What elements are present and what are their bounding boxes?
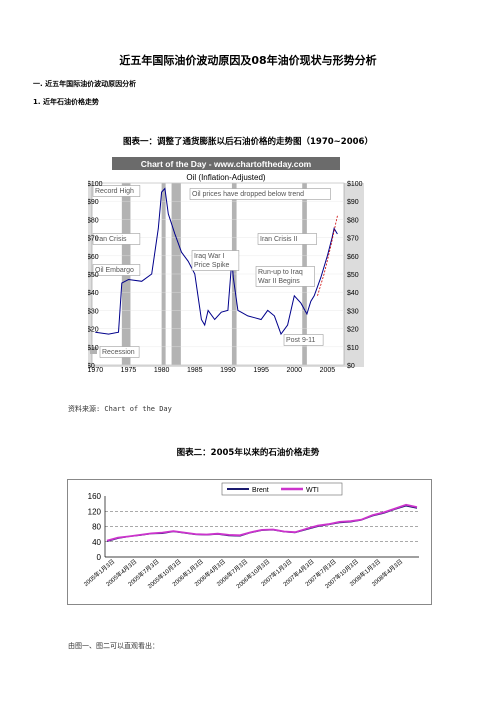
chart2-legend: Brent WTI <box>221 482 343 496</box>
chart1-y-tick-right: $80 <box>347 217 359 224</box>
document-title: 近五年国际油价波动原因及08年油价现状与形势分析 <box>119 54 377 67</box>
recession-legend-swatch <box>90 347 97 354</box>
chart1-y-tick-left: $80 <box>88 217 99 224</box>
figure1-caption: 图表一：调整了通货膨胀以后石油价格的走势图（1970~2006） <box>123 137 373 147</box>
chart1-y-tick-right: $0 <box>347 363 355 370</box>
chart1-banner-bar <box>112 157 340 170</box>
chart1-y-tick-left: $0 <box>88 363 95 370</box>
chart1-annotation: Iran Crisis <box>95 236 127 243</box>
figure2-caption: 图表二：2005年以来的石油价格走势 <box>176 448 320 458</box>
annotation-box <box>99 346 140 358</box>
chart1-y-tick-right: $60 <box>347 254 359 261</box>
chart1-x-tick: 1975 <box>121 367 137 372</box>
chart1-y-tick-left: $30 <box>88 308 99 315</box>
chart1-y-tick-left: $100 <box>88 181 103 188</box>
chart1-x-tick: 2005 <box>320 367 336 372</box>
chart2-y-tick: 40 <box>92 538 101 547</box>
chart1-y-tick-left: $70 <box>88 236 99 243</box>
chart1-y-tick-left: $50 <box>88 272 99 279</box>
trend-line <box>317 215 338 296</box>
annotation-box <box>189 188 331 200</box>
chart1-x-tick: 2000 <box>286 367 302 372</box>
chart1-annotation: War II Begins <box>258 278 300 285</box>
chart1-y-tick-right: $10 <box>347 345 359 352</box>
annotation-box <box>92 264 141 276</box>
annotation-box <box>255 266 315 287</box>
body-paragraph: 由图一、图二可以直观看出： <box>68 642 159 650</box>
chart1-y-tick-left: $90 <box>88 199 99 206</box>
chart1-y-tick-right: $100 <box>347 181 363 188</box>
annotation-box <box>92 233 141 245</box>
chart1-y-tick-right: $20 <box>347 327 359 334</box>
oil-price-2005-chart: Brent WTI 160120804002005年1月3日2005年4月3日2… <box>67 479 432 605</box>
chart2-y-tick: 160 <box>88 492 102 501</box>
legend-label-wti: WTI <box>306 487 319 494</box>
chart1-x-tick: 1980 <box>154 367 170 372</box>
oil-inflation-chart: Chart of the Day - www.chartoftheday.com… <box>88 157 364 372</box>
chart2-y-tick: 80 <box>92 523 101 532</box>
wti-line <box>106 503 418 542</box>
chart1-annotation: Oil Embargo <box>95 267 134 274</box>
chart2-y-tick: 0 <box>97 553 102 562</box>
chart1-annotation: Oil prices have dropped below trend <box>192 191 304 198</box>
chart1-annotation: Iran Crisis II <box>260 236 297 243</box>
chart1-annotation: Record High <box>95 188 134 195</box>
chart1-x-tick: 1970 <box>88 367 103 372</box>
chart1-annotation: Post 9-11 <box>286 337 316 344</box>
chart1-title: Oil (Inflation-Adjusted) <box>186 173 265 182</box>
annotation-box <box>283 334 324 346</box>
section-heading: 一. 近五年国际油价波动原因分析 <box>33 80 137 88</box>
chart1-x-tick: 1985 <box>187 367 203 372</box>
chart1-y-tick-right: $70 <box>347 236 359 243</box>
chart1-x-tick: 1990 <box>220 367 236 372</box>
legend-label-brent: Brent <box>252 487 269 494</box>
chart1-y-tick-left: $40 <box>88 290 99 297</box>
chart1-annotation: Run-up to Iraq <box>258 269 303 276</box>
chart1-banner: Chart of the Day - www.chartoftheday.com <box>141 159 312 169</box>
subsection-heading: 1. 近年石油价格走势 <box>33 98 99 106</box>
chart1-annotation: Price Spike <box>194 262 230 269</box>
chart1-y-tick-right: $30 <box>347 308 359 315</box>
chart1-y-tick-right: $90 <box>347 199 359 206</box>
chart1-annotation: Recession <box>102 349 135 356</box>
source-note: 资料来源: Chart of the Day <box>68 405 172 413</box>
chart1-y-tick-left: $60 <box>88 254 99 261</box>
chart1-y-tick-left: $10 <box>88 345 99 352</box>
annotation-box <box>92 185 141 197</box>
annotation-box <box>257 233 317 245</box>
chart1-y-tick-right: $40 <box>347 290 359 297</box>
chart1-annotation: Iraq War I <box>194 253 225 260</box>
chart1-y-tick-right: $50 <box>347 272 359 279</box>
chart1-y-tick-left: $20 <box>88 327 99 334</box>
annotation-box <box>191 250 240 271</box>
chart2-y-tick: 120 <box>88 507 102 516</box>
chart1-x-tick: 1995 <box>253 367 269 372</box>
oil-price-line <box>95 187 338 336</box>
